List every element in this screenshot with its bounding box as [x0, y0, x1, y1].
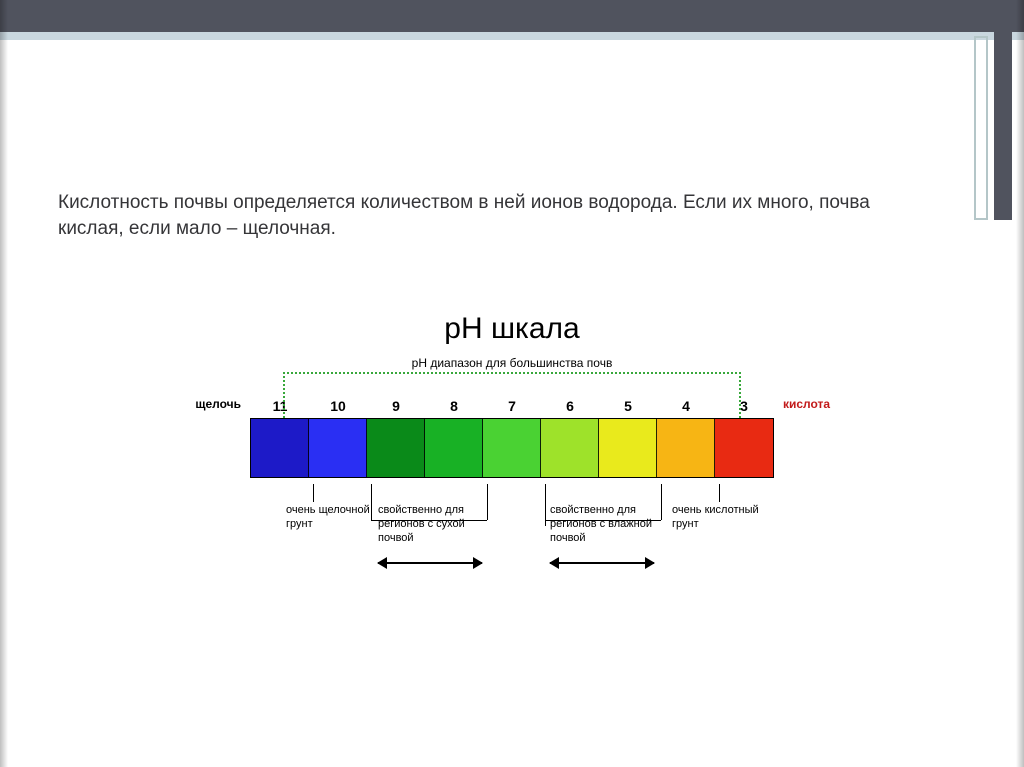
- scale-number: 9: [367, 398, 425, 414]
- slide-corner-outline: [974, 36, 988, 220]
- slide-accent-gap: [0, 40, 1024, 42]
- side-label-acid: кислота: [773, 398, 847, 414]
- chart-title: pH шкала: [152, 312, 872, 346]
- slide-accent-strip: [0, 32, 1024, 40]
- anno-dry-regions: свойственно для регионов с сухой почвой: [378, 504, 496, 545]
- chart-annotations: очень щелочной грунт свойственно для рег…: [152, 484, 872, 614]
- arrow-dry-span: [378, 562, 482, 564]
- slide-corner-bar: [994, 6, 1012, 220]
- ph-scale-chart: pH шкала pH диапазон для большинства поч…: [152, 312, 872, 614]
- scale-number: 3: [715, 398, 773, 414]
- scale-color-cell: [657, 419, 715, 477]
- page-shadow-right: [1016, 0, 1024, 767]
- scale-color-cell: [425, 419, 483, 477]
- scale-color-cell: [541, 419, 599, 477]
- slide-topbar: [0, 0, 1024, 32]
- scale-number-row: щелочь 11109876543 кислота: [152, 398, 872, 414]
- scale-number: 8: [425, 398, 483, 414]
- scale-color-cell: [367, 419, 425, 477]
- scale-color-cell: [309, 419, 367, 477]
- intro-paragraph: Кислотность почвы определяется количеств…: [58, 190, 924, 241]
- chart-range-label: pH диапазон для большинства почв: [152, 356, 872, 370]
- anno-very-acidic: очень кислотный грунт: [672, 504, 782, 532]
- scale-color-cell: [483, 419, 541, 477]
- scale-number: 4: [657, 398, 715, 414]
- scale-color-cell: [715, 419, 773, 477]
- scale-number: 6: [541, 398, 599, 414]
- scale-color-cell: [599, 419, 657, 477]
- anno-very-alkaline: очень щелочной грунт: [286, 504, 378, 532]
- anno-wet-regions: свойственно для регионов с влажной почво…: [550, 504, 682, 545]
- scale-number: 7: [483, 398, 541, 414]
- page-shadow-left: [0, 0, 8, 767]
- scale-color-cell: [251, 419, 309, 477]
- range-bracket: [251, 372, 773, 398]
- arrow-wet-span: [550, 562, 654, 564]
- scale-number: 10: [309, 398, 367, 414]
- scale-cell-row: [152, 418, 872, 478]
- scale-number: 11: [251, 398, 309, 414]
- side-label-alkali: щелочь: [177, 398, 251, 414]
- scale-number: 5: [599, 398, 657, 414]
